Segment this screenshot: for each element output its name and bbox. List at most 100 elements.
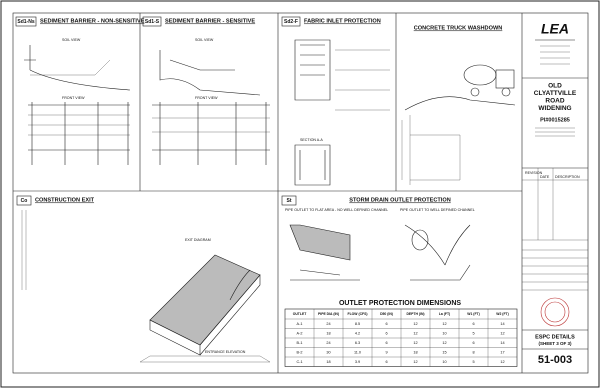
firm-logo: LEA xyxy=(541,21,569,37)
table-cell: 12 xyxy=(413,341,417,345)
sketch xyxy=(495,69,515,89)
code-box xyxy=(16,195,32,206)
sketch xyxy=(30,59,111,76)
table-cell: 12 xyxy=(442,322,446,326)
sketch xyxy=(139,355,271,363)
sketch xyxy=(28,104,130,151)
table-cell: 4.2 xyxy=(355,331,360,335)
project-line: OLD xyxy=(548,83,562,90)
table-header: La (FT) xyxy=(439,312,450,316)
sketch xyxy=(335,49,390,111)
sketch xyxy=(294,144,331,186)
table-cell: B-1 xyxy=(297,341,303,345)
table-header: DEPTH (IN) xyxy=(406,312,424,316)
panel-title: CONCRETE TRUCK WASHDOWN xyxy=(414,25,503,31)
sketch xyxy=(152,102,270,165)
project-line: WIDENING xyxy=(538,105,571,112)
sheet-title: ESPC DETAILS xyxy=(535,334,575,340)
sketch xyxy=(501,87,511,97)
table-cell: 12 xyxy=(413,331,417,335)
panel-code: Sd2-F xyxy=(284,19,298,25)
table-cell: 8.5 xyxy=(355,322,360,326)
revision-grid xyxy=(522,168,588,240)
title-grid xyxy=(522,239,588,291)
revision-header: REVISION xyxy=(525,171,543,175)
table-cell: 10 xyxy=(442,360,446,364)
table-header: OUTLET xyxy=(293,312,307,316)
revision-header: DATE xyxy=(540,175,550,179)
sketch xyxy=(404,96,516,111)
table-cell: 6 xyxy=(472,341,474,345)
view-label: FRONT VIEW xyxy=(195,96,218,100)
sketch xyxy=(28,114,130,136)
revision-header: DESCRIPTION xyxy=(555,175,580,179)
table-cell: 12 xyxy=(500,360,504,364)
sketch xyxy=(404,224,471,266)
seal xyxy=(544,301,566,323)
sketch xyxy=(31,102,129,165)
sketch xyxy=(401,115,461,185)
table-header: PIPE DIA (IN) xyxy=(318,312,339,316)
table-cell: 5 xyxy=(472,360,474,364)
code-box xyxy=(281,16,301,27)
table-cell: 12 xyxy=(413,322,417,326)
table-cell: 14 xyxy=(500,322,504,326)
sheet-of: (SHEET 3 OF 3) xyxy=(538,341,572,346)
sketch xyxy=(21,210,27,290)
panel-code: Sd1-S xyxy=(145,19,160,25)
table-header: FLOW (CFS) xyxy=(348,312,368,316)
table-cell: 8 xyxy=(472,350,474,354)
table-cell: 11.0 xyxy=(354,350,361,354)
firm-address xyxy=(540,45,570,65)
table-cell: 5 xyxy=(472,331,474,335)
sketch xyxy=(159,50,261,96)
table-cell: C-1 xyxy=(296,360,302,364)
table-cell: 18 xyxy=(413,350,417,354)
sketch xyxy=(470,87,480,97)
view-label: PIPE OUTLET TO FLAT AREA - NO WELL DEFIN… xyxy=(285,208,388,212)
table-cell: 24 xyxy=(326,341,330,345)
sketch xyxy=(24,45,131,91)
sketch xyxy=(289,224,351,261)
sketch xyxy=(152,117,270,133)
panel-title: CONSTRUCTION EXIT xyxy=(35,197,95,203)
panel-code: St xyxy=(287,198,292,204)
project-line: CLYATTVILLE xyxy=(534,90,577,97)
panel-title: SEDIMENT BARRIER - NON-SENSITIVE xyxy=(40,18,145,24)
table-cell: 12 xyxy=(413,360,417,364)
table-cell: A-1 xyxy=(297,322,303,326)
table-title: OUTLET PROTECTION DIMENSIONS xyxy=(339,300,461,307)
sketch xyxy=(229,269,251,301)
table-cell: 12 xyxy=(500,331,504,335)
panel-code: Co xyxy=(21,198,28,204)
table-header: W2 (FT) xyxy=(496,312,508,316)
table-cell: 9 xyxy=(385,350,387,354)
sketch xyxy=(149,274,261,356)
table-cell: 30 xyxy=(326,350,330,354)
view-label: SOIL VIEW xyxy=(62,38,81,42)
table-cell: 17 xyxy=(500,350,504,354)
table-cell: 15 xyxy=(442,350,446,354)
view-label: SOIL VIEW xyxy=(195,38,214,42)
panel-title: STORM DRAIN OUTLET PROTECTION xyxy=(349,197,451,203)
seal xyxy=(540,297,570,327)
table-cell: 6 xyxy=(385,360,387,364)
panel-code: Sd1-Ns xyxy=(17,19,34,25)
table-cell: 12 xyxy=(442,341,446,345)
table-cell: 24 xyxy=(326,322,330,326)
table-header: W1 (FT) xyxy=(467,312,479,316)
table-cell: 14 xyxy=(500,341,504,345)
view-label: FRONT VIEW xyxy=(62,96,85,100)
sketch xyxy=(463,64,497,86)
table-cell: A-2 xyxy=(297,331,303,335)
dimensions-table: OUTLET PIPE DIA (IN) FLOW (CFS) D50 (IN) DEP… xyxy=(284,308,518,367)
table-cell: 18 xyxy=(326,331,330,335)
panel-title: FABRIC INLET PROTECTION xyxy=(304,18,381,24)
code-box xyxy=(15,16,37,27)
sketch xyxy=(290,269,360,281)
sketch xyxy=(410,264,471,281)
frame xyxy=(12,12,589,374)
